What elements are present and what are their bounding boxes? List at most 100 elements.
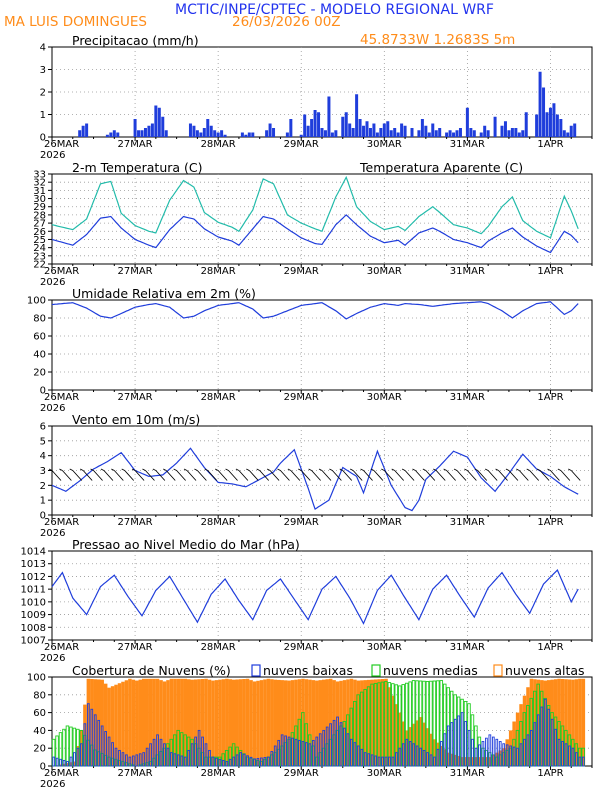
cloud-bar-baixas <box>318 733 322 767</box>
precip-bar <box>500 125 504 137</box>
cloud-bar-altas <box>315 680 319 766</box>
x-tick-label: 28MAR <box>201 266 236 277</box>
cloud-bar-altas <box>218 679 222 766</box>
x-tick-label: 1APR <box>537 768 563 779</box>
cloud-bar-baixas <box>363 752 367 767</box>
cloud-bar-baixas <box>201 736 204 767</box>
wind-barb-flag <box>235 468 240 471</box>
cloud-bar-altas <box>384 678 388 766</box>
wind-barb-flag <box>536 468 541 471</box>
cloud-bar-baixas <box>557 738 561 767</box>
wind-barb-flag <box>183 468 188 471</box>
precip-bar <box>507 130 511 137</box>
y-tick-label: 23 <box>33 251 46 262</box>
panel-title: Umidade Relativa em 2m (%) <box>72 286 256 301</box>
precip-bar <box>265 130 269 137</box>
precip-bar <box>251 132 255 137</box>
precip-bar <box>213 130 217 137</box>
cloud-bar-altas <box>446 752 451 766</box>
wind-barb <box>176 470 186 481</box>
cloud-bar-altas <box>297 679 302 766</box>
precip-bar <box>317 112 321 137</box>
wind-barb <box>51 470 62 481</box>
cloud-bar-altas <box>380 679 385 766</box>
cloud-bar-altas <box>502 748 506 766</box>
wind-barb-flag <box>495 468 499 471</box>
precip-bar <box>289 119 293 137</box>
cloud-bar-altas <box>460 757 464 766</box>
cloud-bar-baixas <box>187 749 191 767</box>
wind-barb <box>207 470 218 481</box>
wind-barb <box>124 470 135 481</box>
cloud-bar-altas <box>536 679 541 766</box>
cloud-bar-baixas <box>294 738 298 767</box>
x-tick-label: 29MAR <box>284 517 319 528</box>
cloud-bar-altas <box>180 678 184 766</box>
cloud-bar-baixas <box>453 718 457 767</box>
cloud-bar-altas <box>142 678 146 766</box>
precip-bar <box>427 132 431 137</box>
cloud-bar-baixas <box>332 719 336 767</box>
precip-bar <box>479 132 483 137</box>
cloud-bar-baixas <box>311 739 315 767</box>
cloud-bar-baixas <box>118 749 121 767</box>
cloud-bar-baixas <box>298 739 301 767</box>
cloud-bar-baixas <box>97 719 101 767</box>
precip-bar <box>310 119 314 137</box>
cloud-bar-altas <box>311 680 316 766</box>
cloud-bar-baixas <box>55 757 59 767</box>
precip-bar <box>562 130 566 137</box>
y-tick-label: 4 <box>40 43 46 54</box>
cloud-bar-altas <box>58 764 63 766</box>
wind-barb <box>570 470 581 481</box>
cloud-bar-baixas <box>131 755 135 767</box>
precip-bar <box>514 128 518 137</box>
x-tick-label: 30MAR <box>367 266 402 277</box>
cloud-bar-altas <box>256 680 260 766</box>
wind-barb-flag <box>298 468 302 471</box>
x-year-label: 2026 <box>40 528 65 539</box>
cloud-bar-altas <box>131 679 136 766</box>
cloud-bar-baixas <box>325 726 329 767</box>
cloud-bar-altas <box>564 679 568 766</box>
x-tick-label: 27MAR <box>117 642 152 653</box>
precip-bar <box>320 128 324 137</box>
wind-barb-flag <box>484 468 489 471</box>
wind-barb-flag <box>526 468 530 471</box>
x-tick-label: 26MAR <box>44 642 79 653</box>
panel-title: Pressao ao Nivel Medio do Mar (hPa) <box>72 537 300 552</box>
cloud-bar-baixas <box>488 734 492 767</box>
precip-bar <box>341 116 345 137</box>
x-tick-label: 31MAR <box>450 139 485 150</box>
precip-bar <box>81 125 85 137</box>
precip-bar <box>573 123 577 137</box>
wind-barb-flag <box>277 468 281 471</box>
series-line-vento-em-10m-m-s <box>51 447 579 512</box>
cloud-bar-baixas <box>180 755 184 767</box>
cloud-bar-altas <box>176 678 181 766</box>
precip-bar <box>420 119 424 137</box>
panel-precip: 0 1 2 3 4 26MAR 27MAR 28MAR 29MAR 30MAR 31MAR 1APR 2… <box>40 33 593 161</box>
x-tick-label: 28MAR <box>201 392 236 403</box>
precip-bar <box>434 130 438 137</box>
wind-barb <box>446 470 456 481</box>
x-tick-label: 31MAR <box>450 517 485 528</box>
cloud-bar-baixas <box>159 738 163 767</box>
precip-bar <box>220 130 224 137</box>
cloud-bar-altas <box>145 678 149 766</box>
panel-title-apparent: Temperatura Aparente (C) <box>359 160 523 175</box>
cloud-bar-altas <box>463 757 468 766</box>
cloud-bar-baixas <box>125 754 128 767</box>
precip-bar <box>268 123 272 137</box>
wind-barb <box>259 470 270 481</box>
cloud-bar-baixas <box>419 747 422 767</box>
cloud-bar-baixas <box>183 756 187 767</box>
x-tick-label: 26MAR <box>44 392 79 403</box>
wind-barb <box>311 470 321 481</box>
x-tick-label: 28MAR <box>201 517 236 528</box>
y-tick-label: 1 <box>40 496 46 507</box>
legend-swatch <box>493 664 503 677</box>
y-tick-label: 60 <box>33 332 46 343</box>
header-location: MA LUIS DOMINGUES <box>4 14 147 30</box>
